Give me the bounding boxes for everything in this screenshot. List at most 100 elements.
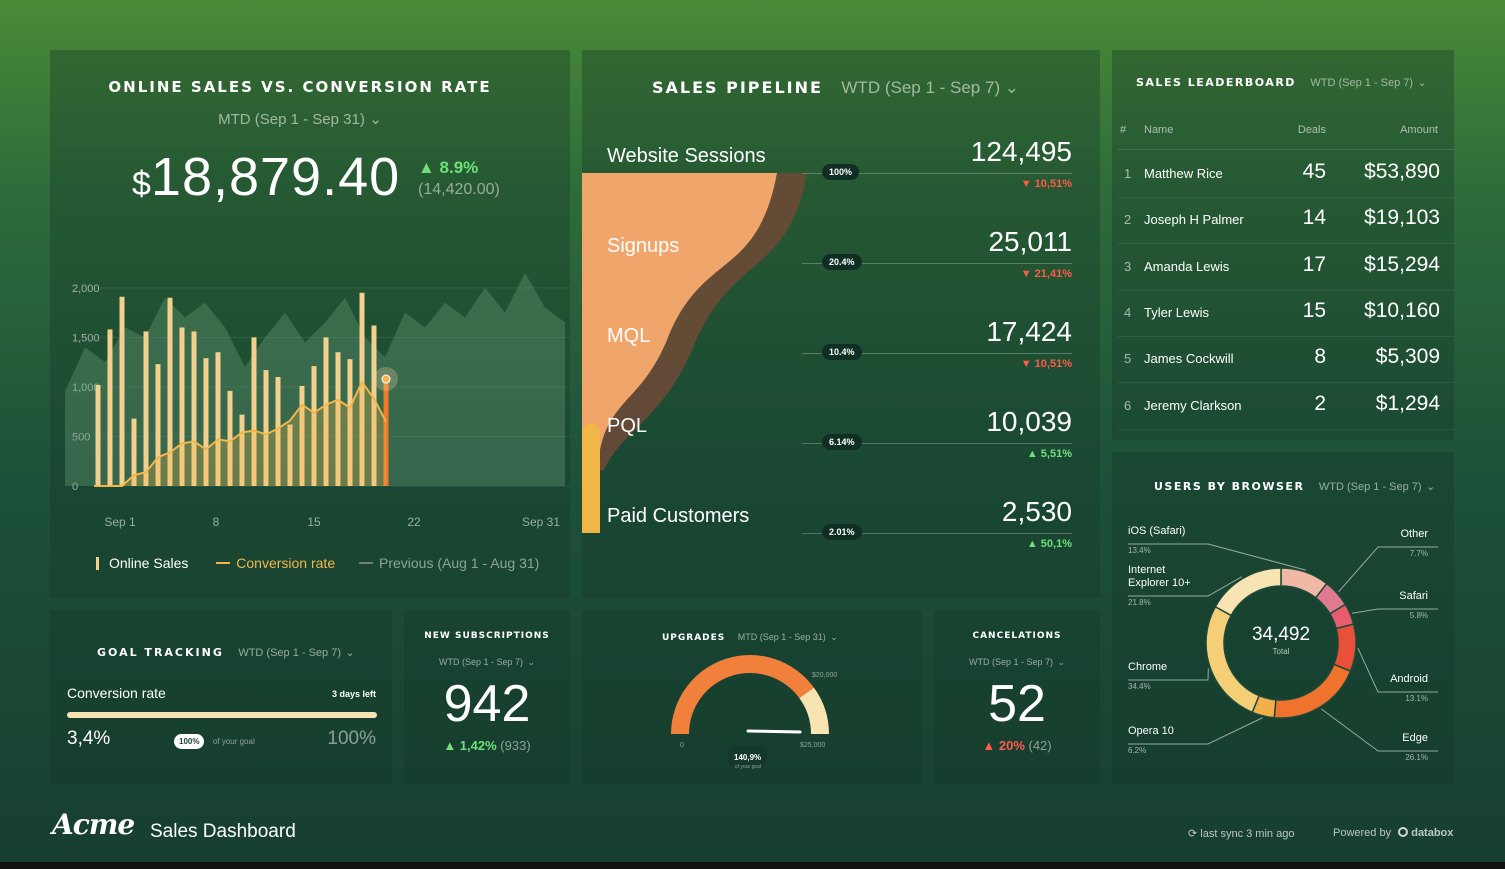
sales-bar[interactable] xyxy=(359,292,365,486)
sales-bar[interactable] xyxy=(311,366,317,486)
funnel-tail xyxy=(582,423,600,533)
highlight-point[interactable] xyxy=(381,374,391,384)
pipeline-range-dropdown[interactable]: WTD (Sep 1 - Sep 7) ⌄ xyxy=(841,78,1019,97)
leaderboard-table: # Name Deals Amount 1 Matthew Rice 45 $53,8… xyxy=(1118,116,1454,436)
donut-slice[interactable] xyxy=(1332,623,1357,673)
stage-pct-badge: 100% xyxy=(822,164,860,180)
stage-divider xyxy=(802,533,1072,534)
footer: Acme Sales Dashboard ⟳ last sync 3 min a… xyxy=(0,800,1505,869)
slice-pct: 5.8% xyxy=(1410,611,1428,620)
goal-range-dropdown[interactable]: WTD (Sep 1 - Sep 7) ⌄ xyxy=(238,643,354,660)
slice-name: Chrome xyxy=(1128,661,1167,673)
chevron-down-icon: ⌄ xyxy=(1426,481,1436,493)
sales-previous: (14,420.00) xyxy=(418,181,500,198)
sales-bar[interactable] xyxy=(131,418,137,486)
sales-bar[interactable] xyxy=(119,296,125,486)
sales-bar[interactable] xyxy=(383,376,389,486)
cancelations-value: 52 xyxy=(988,675,1046,733)
browser-title: USERS BY BROWSER xyxy=(1154,480,1305,493)
stage-value: 10,039 xyxy=(986,406,1072,437)
online-sales-range-dropdown[interactable]: MTD (Sep 1 - Sep 31) ⌄ xyxy=(50,110,550,129)
stage-divider xyxy=(802,263,1072,264)
stage-change: ▲ 50,1% xyxy=(1026,538,1072,550)
donut-slice[interactable] xyxy=(1205,605,1261,714)
row-name: Amanda Lewis xyxy=(1144,258,1230,274)
goal-progress-fill xyxy=(67,712,377,718)
subscriptions-previous: (933) xyxy=(500,738,531,753)
table-row[interactable]: 2 Joseph H Palmer 14 $19,103 xyxy=(1118,198,1454,245)
sales-bar[interactable] xyxy=(275,377,281,486)
stage-divider xyxy=(802,173,1072,174)
sales-bar[interactable] xyxy=(251,337,257,486)
slice-name: Internet Explorer 10+ xyxy=(1128,564,1191,589)
sales-bar[interactable] xyxy=(371,325,377,486)
sales-bar[interactable] xyxy=(143,331,149,486)
donut-slice[interactable] xyxy=(1214,567,1282,617)
row-deals: 2 xyxy=(1314,391,1326,415)
sales-bar[interactable] xyxy=(299,385,305,486)
users-by-browser-panel: USERS BY BROWSER WTD (Sep 1 - Sep 7) ⌄ i… xyxy=(1112,452,1454,785)
y-tick-label: 2,000 xyxy=(72,283,100,295)
range-label: MTD (Sep 1 - Sep 31) xyxy=(737,632,826,642)
gauge-max: $25,000 xyxy=(800,742,826,749)
sales-bar[interactable] xyxy=(335,352,341,486)
sync-status[interactable]: ⟳ last sync 3 min ago xyxy=(1188,827,1294,840)
table-row[interactable]: 5 James Cockwill 8 $5,309 xyxy=(1118,337,1454,384)
table-row[interactable]: 6 Jeremy Clarkson 2 $1,294 xyxy=(1118,384,1454,430)
upgrades-range-dropdown[interactable]: MTD (Sep 1 - Sep 31) ⌄ xyxy=(738,627,838,644)
leader-line xyxy=(1357,647,1438,693)
upgrades-header: UPGRADES MTD (Sep 1 - Sep 31) ⌄ xyxy=(662,627,838,645)
leaderboard-range-dropdown[interactable]: WTD (Sep 1 - Sep 7) ⌄ xyxy=(1310,73,1426,90)
sales-bar[interactable] xyxy=(347,359,353,486)
row-name: James Cockwill xyxy=(1144,351,1234,367)
table-row[interactable]: 1 Matthew Rice 45 $53,890 xyxy=(1118,152,1454,198)
gauge-fill xyxy=(671,655,814,734)
table-row[interactable]: 4 Tyler Lewis 15 $10,160 xyxy=(1118,291,1454,337)
sales-bar[interactable] xyxy=(95,384,101,486)
sales-amount: $18,879.40 xyxy=(132,146,400,208)
sales-bar[interactable] xyxy=(287,424,293,486)
sales-bar[interactable] xyxy=(167,297,173,486)
sales-bar[interactable] xyxy=(215,352,221,486)
cancelations-range-dropdown[interactable]: WTD (Sep 1 - Sep 7) ⌄ xyxy=(934,652,1100,670)
sales-bar[interactable] xyxy=(203,358,209,486)
sales-bar[interactable] xyxy=(191,331,197,486)
x-tick-label: Sep 31 xyxy=(522,515,560,529)
sales-bar[interactable] xyxy=(227,390,233,486)
pipeline-header: SALES PIPELINE WTD (Sep 1 - Sep 7) ⌄ xyxy=(652,78,1019,98)
databox-icon xyxy=(1398,827,1409,837)
chevron-down-icon: ⌄ xyxy=(345,647,355,659)
table-row[interactable]: 3 Amanda Lewis 17 $15,294 xyxy=(1118,245,1454,291)
sales-pipeline-panel: SALES PIPELINE WTD (Sep 1 - Sep 7) ⌄ Web… xyxy=(582,50,1100,598)
subscriptions-range-dropdown[interactable]: WTD (Sep 1 - Sep 7) ⌄ xyxy=(404,652,570,670)
sales-bar[interactable] xyxy=(179,327,185,486)
new-subscriptions-panel: NEW SUBSCRIPTIONS WTD (Sep 1 - Sep 7) ⌄ … xyxy=(404,610,570,785)
funnel-shape xyxy=(582,173,777,533)
row-deals: 17 xyxy=(1302,252,1326,276)
donut-slice[interactable] xyxy=(1273,663,1352,719)
gauge-of-goal: of your goal xyxy=(734,764,762,770)
pipeline-stage: PQL 6.14% 10,039 ▲ 5,51% xyxy=(582,320,1100,460)
stage-pct: 6.14% xyxy=(829,437,855,447)
range-label: WTD (Sep 1 - Sep 7) xyxy=(841,78,1001,97)
sales-bar[interactable] xyxy=(107,329,113,486)
slice-pct: 34.4% xyxy=(1128,682,1151,691)
slice-name: Other xyxy=(1400,528,1428,540)
gauge-pct: 140,9% xyxy=(734,753,762,762)
donut-total: 34,492 xyxy=(1251,624,1311,645)
row-name: Matthew Rice xyxy=(1144,166,1223,181)
refresh-icon: ⟳ xyxy=(1188,828,1198,840)
sales-bar[interactable] xyxy=(323,337,329,486)
sales-bar[interactable] xyxy=(155,364,161,486)
subscriptions-change-row: ▲ 1,42% (933) xyxy=(404,738,570,753)
online-sales-chart: 2,000 1,500 1,000 500 0 Sep 1 8 15 22 Sep 31 xyxy=(65,272,570,529)
sales-bar[interactable] xyxy=(263,370,269,486)
goal-title: GOAL TRACKING xyxy=(97,646,224,659)
pipeline-stage: Website Sessions 100% 124,495 ▼ 10,51% xyxy=(582,50,1100,190)
upgrades-gauge xyxy=(671,655,829,734)
chevron-down-icon: ⌄ xyxy=(1004,78,1019,97)
chevron-down-icon: ⌄ xyxy=(369,111,382,128)
sales-bar[interactable] xyxy=(239,414,245,486)
goal-progress-track xyxy=(67,712,377,718)
browser-range-dropdown[interactable]: WTD (Sep 1 - Sep 7) ⌄ xyxy=(1319,477,1435,494)
